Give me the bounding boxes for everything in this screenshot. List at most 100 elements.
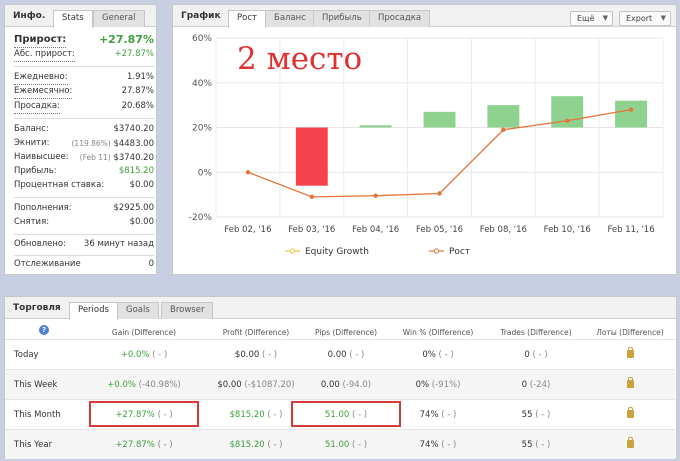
- growth-chart: 60%40%20%0%-20% Feb 02, '16 Feb 03, '16 Fe…: [189, 34, 664, 257]
- trades-cell: 0 (-24): [486, 370, 586, 400]
- col-lots-header[interactable]: Лоты (Difference): [596, 328, 664, 337]
- profit-value: $815.20: [118, 166, 154, 176]
- help-icon[interactable]: ?: [39, 325, 49, 335]
- profit-cell: $0.00 (-$1087.20): [206, 370, 306, 400]
- chevron-down-icon: ▼: [602, 14, 608, 22]
- tab-periods[interactable]: Periods: [69, 302, 118, 320]
- win-diff: ( - ): [441, 410, 457, 420]
- growth-point: [501, 127, 506, 132]
- pips-diff: ( - ): [351, 410, 368, 420]
- pips-diff: ( - ): [349, 350, 365, 360]
- updated-row: Обновлено: 36 минут назад: [14, 238, 154, 251]
- balance-value: $3740.20: [113, 124, 154, 134]
- trades-cell: 0 ( - ): [486, 340, 586, 370]
- col-trades-header[interactable]: Trades (Difference): [500, 328, 572, 337]
- info-tabbar: Инфо. Stats General: [5, 5, 156, 28]
- pips-value: 51.00: [324, 440, 350, 450]
- gain-label[interactable]: Прирост:: [14, 32, 67, 48]
- row-label: This Week: [14, 380, 58, 390]
- trades-diff: ( - ): [532, 350, 548, 360]
- chart-panel-title: График: [181, 11, 221, 21]
- abs-gain-value: +27.87%: [114, 49, 154, 59]
- trades-cell: 55 ( - ): [486, 430, 586, 460]
- lots-cell: [580, 370, 680, 400]
- col-profit-header[interactable]: Profit (Difference): [222, 328, 290, 337]
- profit-value: $0.00: [217, 380, 242, 390]
- lots-cell: [580, 340, 680, 370]
- tab-stats[interactable]: Stats: [53, 10, 93, 28]
- gain-value: +27.87%: [115, 440, 155, 450]
- monthly-value: 27.87%: [121, 86, 154, 96]
- divider: [14, 197, 154, 198]
- gain-diff: ( - ): [157, 410, 173, 420]
- profit-value: $815.20: [229, 410, 265, 420]
- tab-profit[interactable]: Прибыль: [313, 10, 371, 27]
- equity-row: Экнити: (119.86%) $4483.00: [14, 137, 154, 150]
- y-tick-label: -20%: [189, 213, 213, 223]
- win-diff: (-91%): [431, 380, 461, 390]
- win-cell: 74% ( - ): [388, 430, 488, 460]
- drawdown-label[interactable]: Просадка:: [14, 100, 60, 114]
- export-dropdown[interactable]: Export ▼: [619, 11, 671, 26]
- trading-tabbar: Торговля Periods Goals Browser: [5, 297, 676, 320]
- col-pips-header[interactable]: Pips (Difference): [314, 328, 377, 337]
- x-tick-label: Feb 02, '16: [224, 225, 271, 235]
- monthly-label[interactable]: Ежемесячно:: [14, 85, 73, 99]
- daily-label[interactable]: Ежедневно:: [14, 71, 68, 85]
- tab-general[interactable]: General: [93, 10, 145, 27]
- legend-equity-marker-icon: [289, 248, 296, 254]
- tracking-label: Отслеживание: [14, 259, 81, 269]
- tab-goals[interactable]: Goals: [117, 302, 159, 319]
- gain-value: +0.0%: [107, 380, 136, 390]
- lock-icon: [626, 347, 634, 358]
- growth-point: [245, 170, 251, 175]
- trades-value: 0: [521, 380, 528, 390]
- pips-value: 51.00: [324, 410, 350, 420]
- withdrawals-label: Снятия:: [14, 217, 50, 227]
- x-tick-label: Feb 04, '16: [352, 225, 399, 235]
- chart-bar: [295, 127, 328, 186]
- trades-diff: ( - ): [535, 410, 551, 420]
- legend-growth[interactable]: Рост: [449, 247, 470, 257]
- tab-balance[interactable]: Баланс: [265, 10, 315, 27]
- x-tick-label: Feb 03, '16: [288, 225, 335, 235]
- equity-value: $4483.00: [113, 139, 154, 149]
- equity-label: Экнити:: [14, 138, 50, 148]
- tracking-row: Отслеживание 0: [14, 258, 154, 271]
- gain-diff: (-40.98%): [138, 380, 181, 390]
- more-label: Ещё: [577, 14, 595, 23]
- gain-diff: ( - ): [157, 440, 173, 450]
- monthly-row: Ежемесячно: 27.87%: [14, 85, 154, 99]
- profit-label: Прибыль:: [14, 166, 57, 176]
- updated-label: Обновлено:: [14, 239, 66, 249]
- pips-cell: 51.00 ( - ): [296, 400, 396, 430]
- y-axis-labels: 60% 40% 20% 0% -20%: [189, 34, 213, 223]
- chart-panel: График Рост Баланс Прибыль Просадка Ещё …: [172, 4, 677, 275]
- win-diff: ( - ): [438, 350, 454, 360]
- tab-browser[interactable]: Browser: [161, 302, 214, 319]
- trades-diff: ( - ): [535, 440, 551, 450]
- equity-value-group: (119.86%) $4483.00: [72, 137, 155, 151]
- periods-table: Today +0.0% ( - ) $0.00 ( - ) 0.00 ( - )…: [5, 339, 676, 459]
- lock-icon: [626, 377, 634, 388]
- abs-gain-label[interactable]: Абс. прирост:: [14, 48, 75, 62]
- col-win-header[interactable]: Win % (Difference): [402, 328, 474, 337]
- tab-growth[interactable]: Рост: [228, 10, 266, 28]
- profit-row: Прибыль: $815.20: [14, 165, 154, 178]
- trades-diff: (-24): [529, 380, 551, 390]
- trading-panel-title: Торговля: [13, 303, 61, 313]
- col-gain-header[interactable]: Gain (Difference): [111, 328, 177, 337]
- more-dropdown[interactable]: Ещё ▼: [570, 11, 613, 26]
- chart-bar: [423, 111, 456, 128]
- gain-value: +0.0%: [120, 350, 150, 360]
- x-tick-label: Feb 05, '16: [416, 225, 463, 235]
- legend-equity-growth[interactable]: Equity Growth: [305, 247, 369, 257]
- deposits-label: Пополнения:: [14, 203, 72, 213]
- pips-diff: ( - ): [351, 440, 368, 450]
- chart-tabbar: График Рост Баланс Прибыль Просадка Ещё …: [173, 5, 676, 28]
- pips-cell: 51.00 ( - ): [296, 430, 396, 460]
- export-label: Export: [626, 14, 653, 23]
- deposits-value: $2925.00: [113, 203, 154, 213]
- tab-drawdown[interactable]: Просадка: [369, 10, 431, 27]
- abs-gain-row: Абс. прирост: +27.87%: [14, 48, 154, 62]
